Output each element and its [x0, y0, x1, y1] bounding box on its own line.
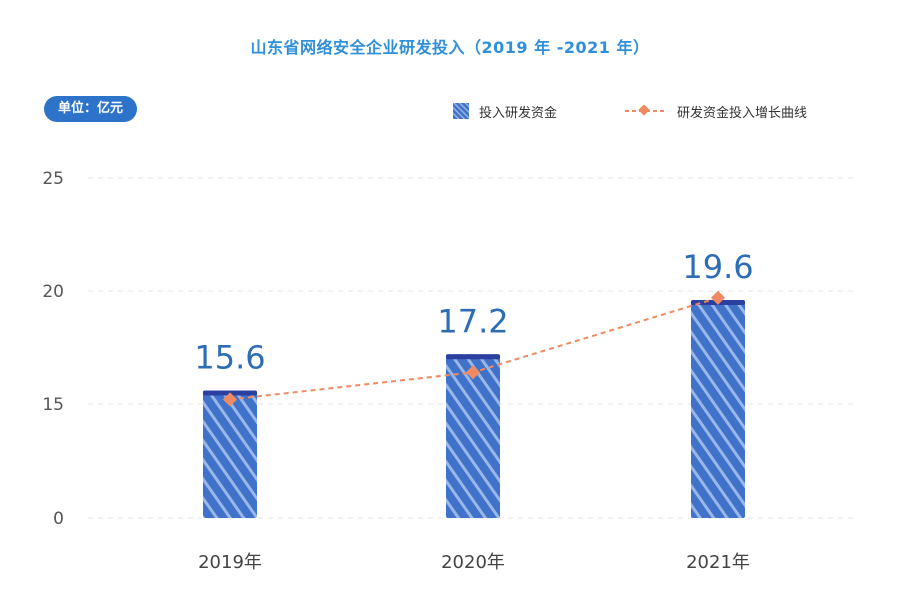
unit-badge: 单位：亿元 — [44, 96, 138, 122]
x-tick-label: 2019年 — [198, 552, 262, 573]
bar-body — [691, 300, 745, 518]
bar-body — [203, 390, 257, 518]
bar-2019年 — [203, 390, 257, 518]
legend-item-line: 研发资金投入增长曲线 — [625, 101, 807, 121]
y-tick-label: 20 — [42, 282, 64, 302]
x-tick-label: 2021年 — [686, 552, 750, 573]
y-tick-label: 25 — [42, 169, 64, 189]
bar-value-label: 17.2 — [437, 302, 508, 340]
bar-cap — [446, 354, 500, 360]
legend-bar-label: 投入研发资金 — [479, 105, 558, 121]
bar-2021年 — [691, 300, 745, 518]
legend-line-swatch — [625, 105, 665, 116]
bar-body — [446, 354, 500, 518]
bar-2020年 — [446, 354, 500, 518]
y-tick-label: 15 — [42, 395, 64, 415]
y-tick-label: 0 — [53, 509, 64, 529]
legend-bar-swatch — [453, 103, 469, 119]
trend-point — [465, 365, 481, 380]
bar-value-label: 15.6 — [194, 338, 265, 376]
legend-line-label: 研发资金投入增长曲线 — [677, 105, 808, 121]
trend-point — [222, 392, 238, 407]
trend-point — [710, 290, 726, 305]
chart-title: 山东省网络安全企业研发投入（2019 年 -2021 年） — [250, 38, 650, 57]
x-tick-label: 2020年 — [441, 552, 505, 573]
bar-value-label: 19.6 — [682, 248, 753, 286]
legend-item-bar: 投入研发资金 — [453, 101, 557, 121]
